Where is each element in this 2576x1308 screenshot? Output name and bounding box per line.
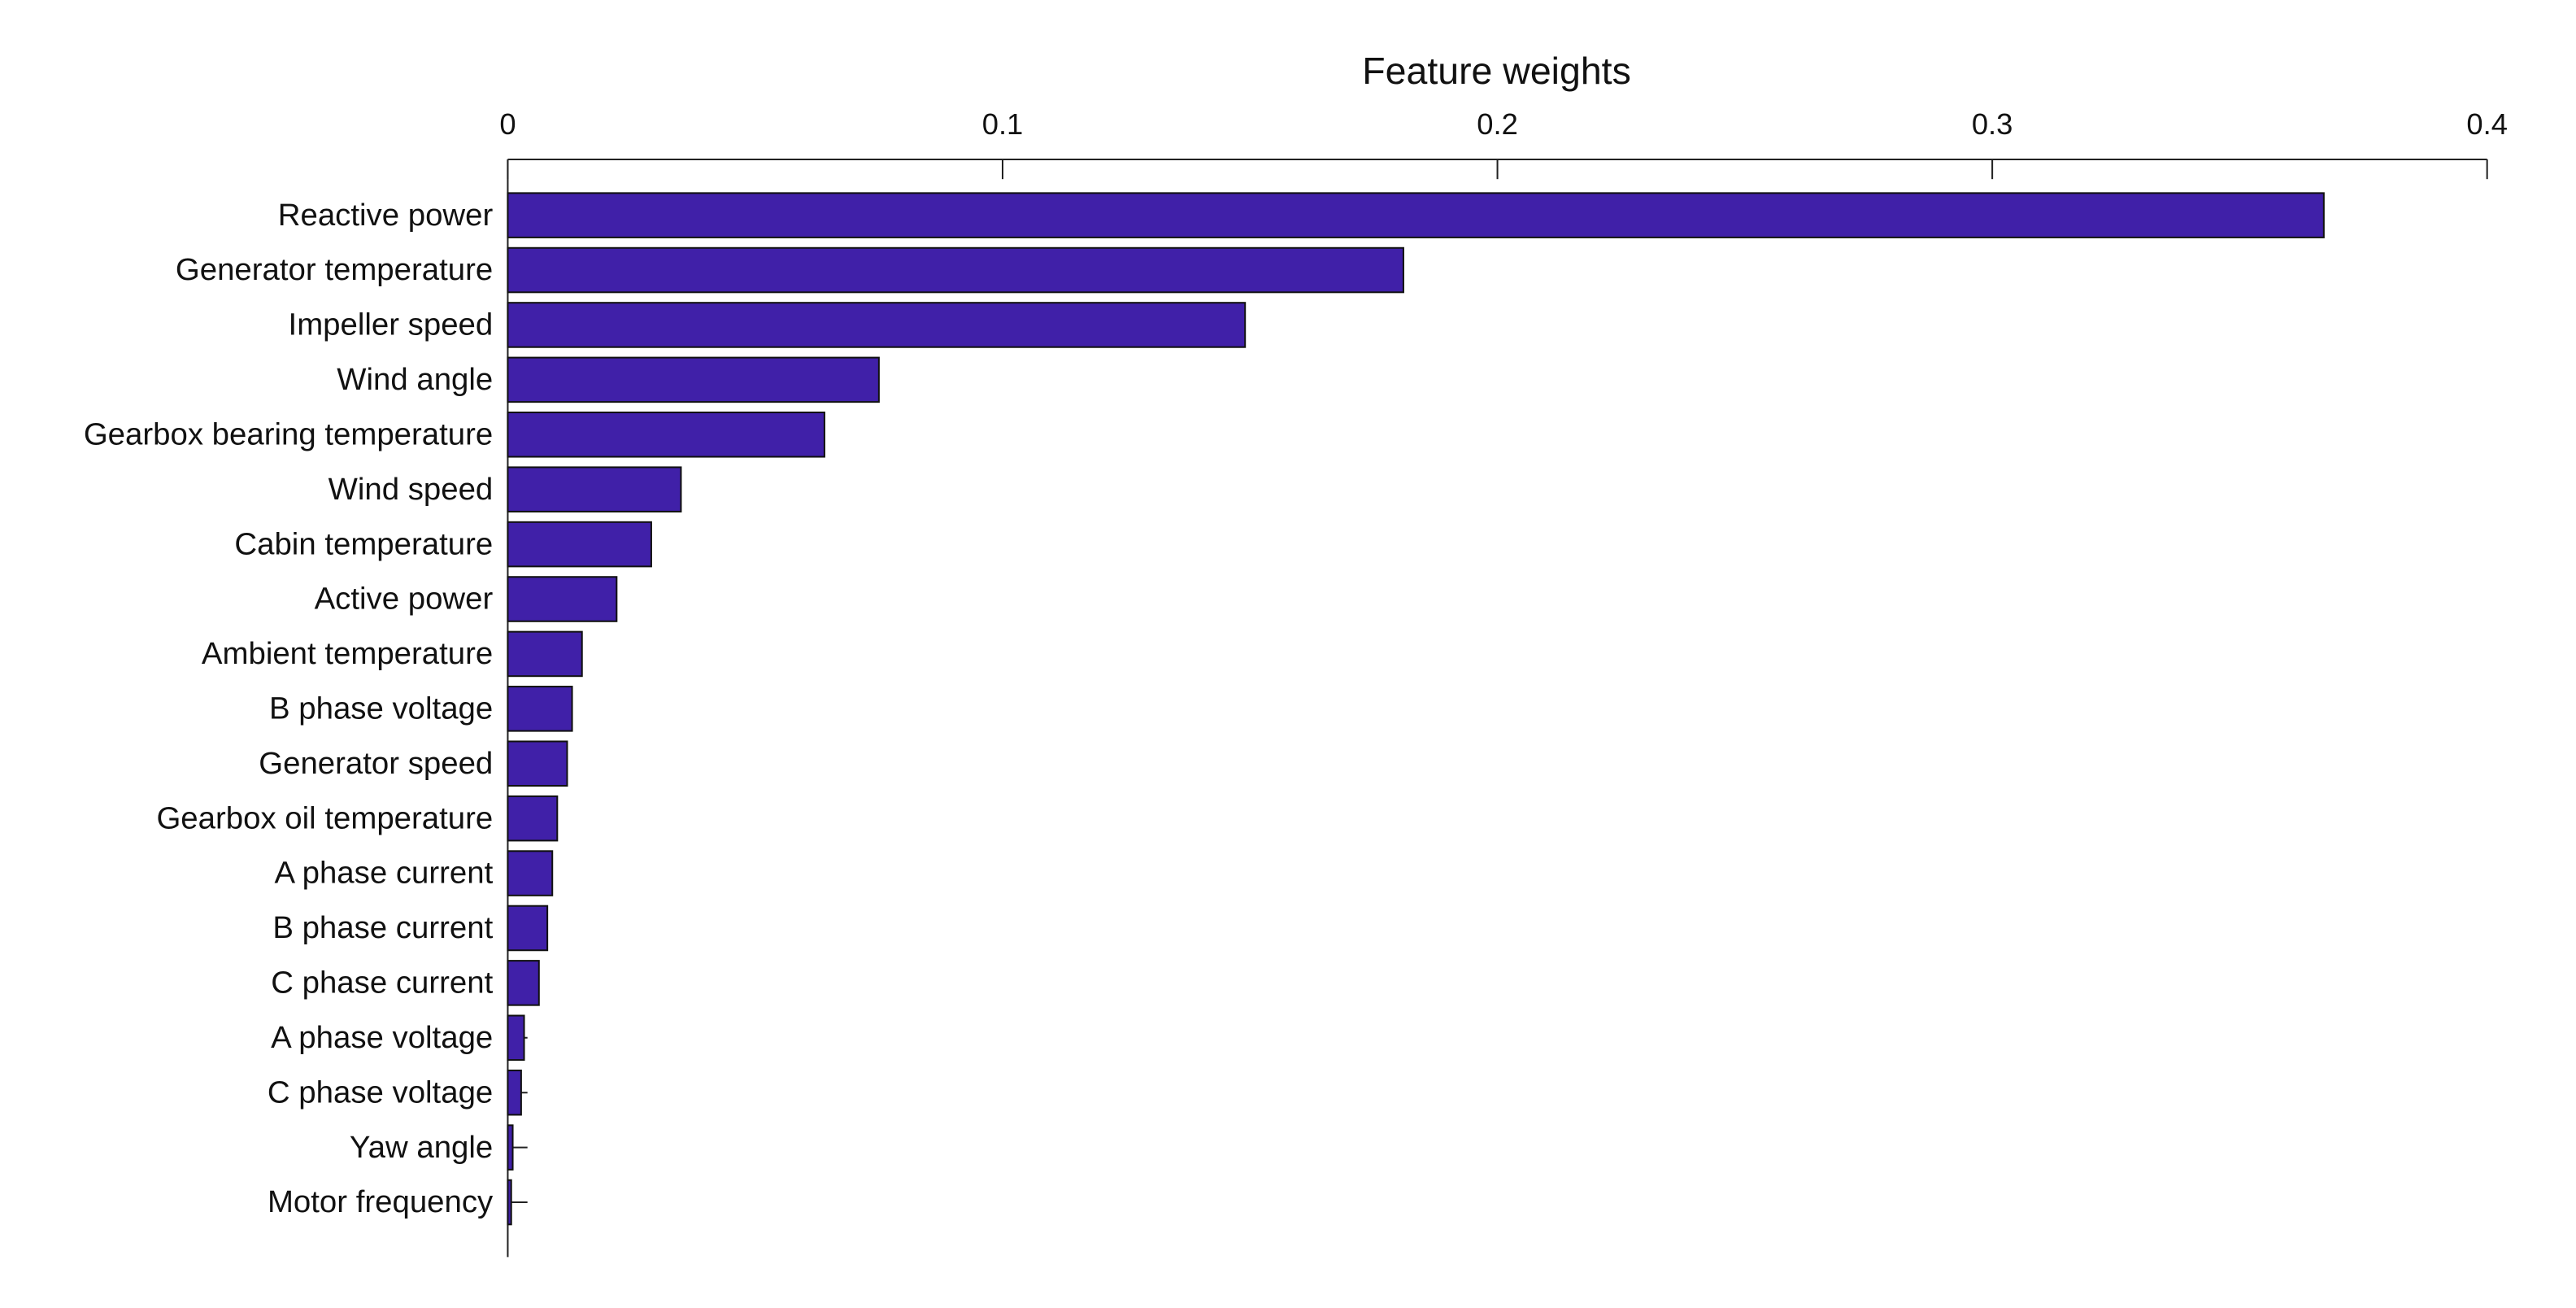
bar: [507, 630, 583, 678]
y-tick-label: Motor frequency: [268, 1184, 494, 1219]
bar: [507, 1069, 522, 1116]
bar: [507, 795, 559, 842]
bar: [507, 686, 573, 732]
y-tick-label: Wind speed: [329, 472, 494, 507]
y-tick-label: Gearbox oil temperature: [156, 800, 493, 835]
y-tick-label: Impeller speed: [289, 307, 494, 342]
bar: [507, 850, 554, 896]
x-tick-label: 0.3: [1972, 107, 2013, 141]
bar: [507, 740, 568, 787]
y-tick-label: C phase current: [271, 966, 493, 1001]
bar: [507, 356, 880, 403]
y-tick-label: Generator speed: [259, 746, 493, 781]
bar: [507, 192, 2325, 238]
y-tick-label: A phase voltage: [271, 1020, 493, 1055]
y-tick-label: A phase current: [274, 856, 493, 891]
y-tick-label: Ambient temperature: [202, 636, 493, 671]
x-tick-label: 0.2: [1477, 107, 1518, 141]
bar: [507, 411, 825, 458]
x-tick-label: 0.1: [982, 107, 1024, 141]
y-tick-label: Reactive power: [278, 198, 494, 233]
bar: [507, 302, 1247, 348]
bar: [507, 521, 652, 568]
x-tick-label: 0: [499, 107, 516, 141]
y-tick-label: Gearbox bearing temperature: [84, 416, 493, 451]
bar: [507, 960, 540, 1006]
bar: [507, 1179, 512, 1226]
y-tick-label: Generator temperature: [176, 252, 493, 287]
bar: [507, 246, 1404, 294]
y-tick-label: Cabin temperature: [234, 526, 493, 561]
y-tick-label: B phase current: [272, 910, 493, 945]
y-tick-label: C phase voltage: [268, 1075, 493, 1110]
bar: [507, 1014, 525, 1062]
y-tick-label: Active power: [315, 582, 494, 617]
y-tick-label: B phase voltage: [269, 691, 493, 726]
bar: [507, 1124, 514, 1171]
y-tick-label: Wind angle: [337, 362, 493, 397]
chart-title: Feature weights: [1362, 50, 1631, 92]
x-tick-label: 0.4: [2466, 107, 2508, 141]
y-tick-label: Yaw angle: [350, 1130, 493, 1165]
bar: [507, 576, 618, 622]
bar: [507, 905, 549, 952]
bar: [507, 466, 682, 512]
